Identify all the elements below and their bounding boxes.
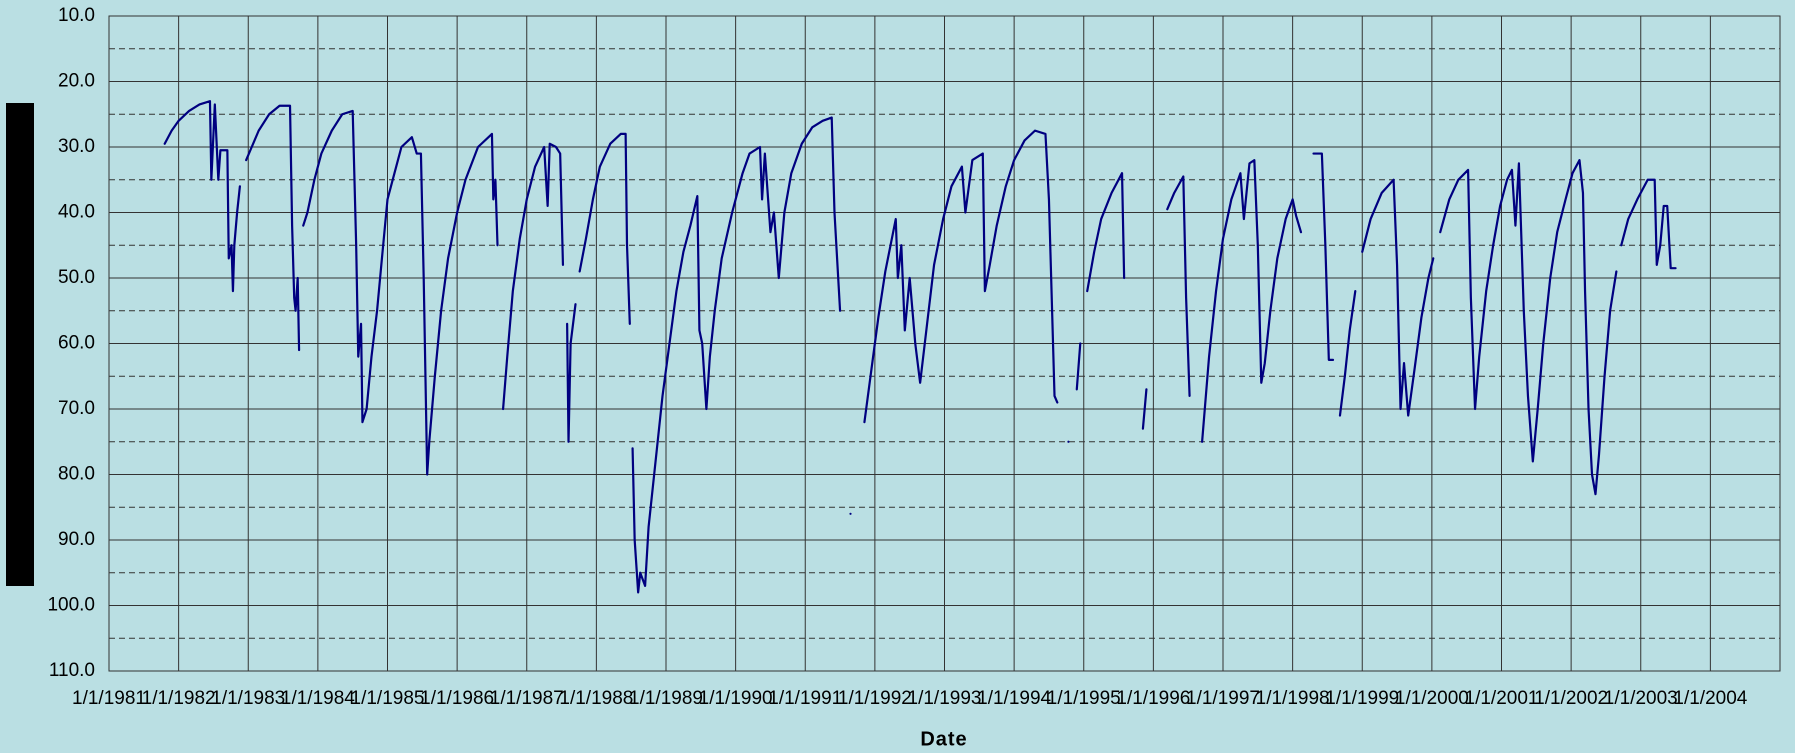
x-tick-label: 1/1/1985: [351, 688, 425, 709]
x-tick-label: 1/1/1999: [1325, 688, 1399, 709]
data-line: [163, 100, 1677, 594]
x-tick-label: 1/1/1998: [1256, 688, 1330, 709]
x-tick-label: 1/1/1997: [1186, 688, 1260, 709]
x-tick-label: 1/1/1991: [768, 688, 842, 709]
x-tick-label: 1/1/1987: [490, 688, 564, 709]
y-tick-label: 90.0: [58, 529, 95, 550]
x-tick-label: 1/1/2000: [1395, 688, 1469, 709]
x-tick-label: 1/1/1984: [281, 688, 355, 709]
y-tick-label: 100.0: [47, 595, 95, 616]
x-tick-label: 1/1/1995: [1047, 688, 1121, 709]
redacted-axis-title: [6, 103, 34, 586]
x-tick-label: 1/1/1994: [977, 688, 1051, 709]
y-tick-label: 40.0: [58, 202, 95, 223]
x-tick-label: 1/1/1990: [699, 688, 773, 709]
x-tick-label: 1/1/1982: [142, 688, 216, 709]
x-tick-label: 1/1/2002: [1534, 688, 1608, 709]
x-tick-label: 1/1/1981: [72, 688, 146, 709]
y-tick-label: 70.0: [58, 398, 95, 419]
x-tick-label: 1/1/1996: [1116, 688, 1190, 709]
y-tick-label: 60.0: [58, 333, 95, 354]
y-tick-label: 20.0: [58, 71, 95, 92]
x-tick-label: 1/1/1983: [211, 688, 285, 709]
x-axis-title: Date: [920, 728, 967, 750]
x-tick-label: 1/1/2004: [1673, 688, 1747, 709]
y-tick-label: 50.0: [58, 267, 95, 288]
x-tick-label: 1/1/1993: [908, 688, 982, 709]
y-tick-label: 10.0: [58, 5, 95, 26]
x-tick-label: 1/1/1992: [838, 688, 912, 709]
x-tick-label: 1/1/2003: [1604, 688, 1678, 709]
y-tick-label: 30.0: [58, 136, 95, 157]
y-tick-label: 110.0: [49, 660, 95, 681]
x-tick-label: 1/1/2001: [1465, 688, 1539, 709]
y-tick-label: 80.0: [58, 464, 95, 485]
x-tick-label: 1/1/1988: [559, 688, 633, 709]
plot-border: [108, 15, 1781, 672]
x-tick-label: 1/1/1986: [420, 688, 494, 709]
x-tick-label: 1/1/1989: [629, 688, 703, 709]
